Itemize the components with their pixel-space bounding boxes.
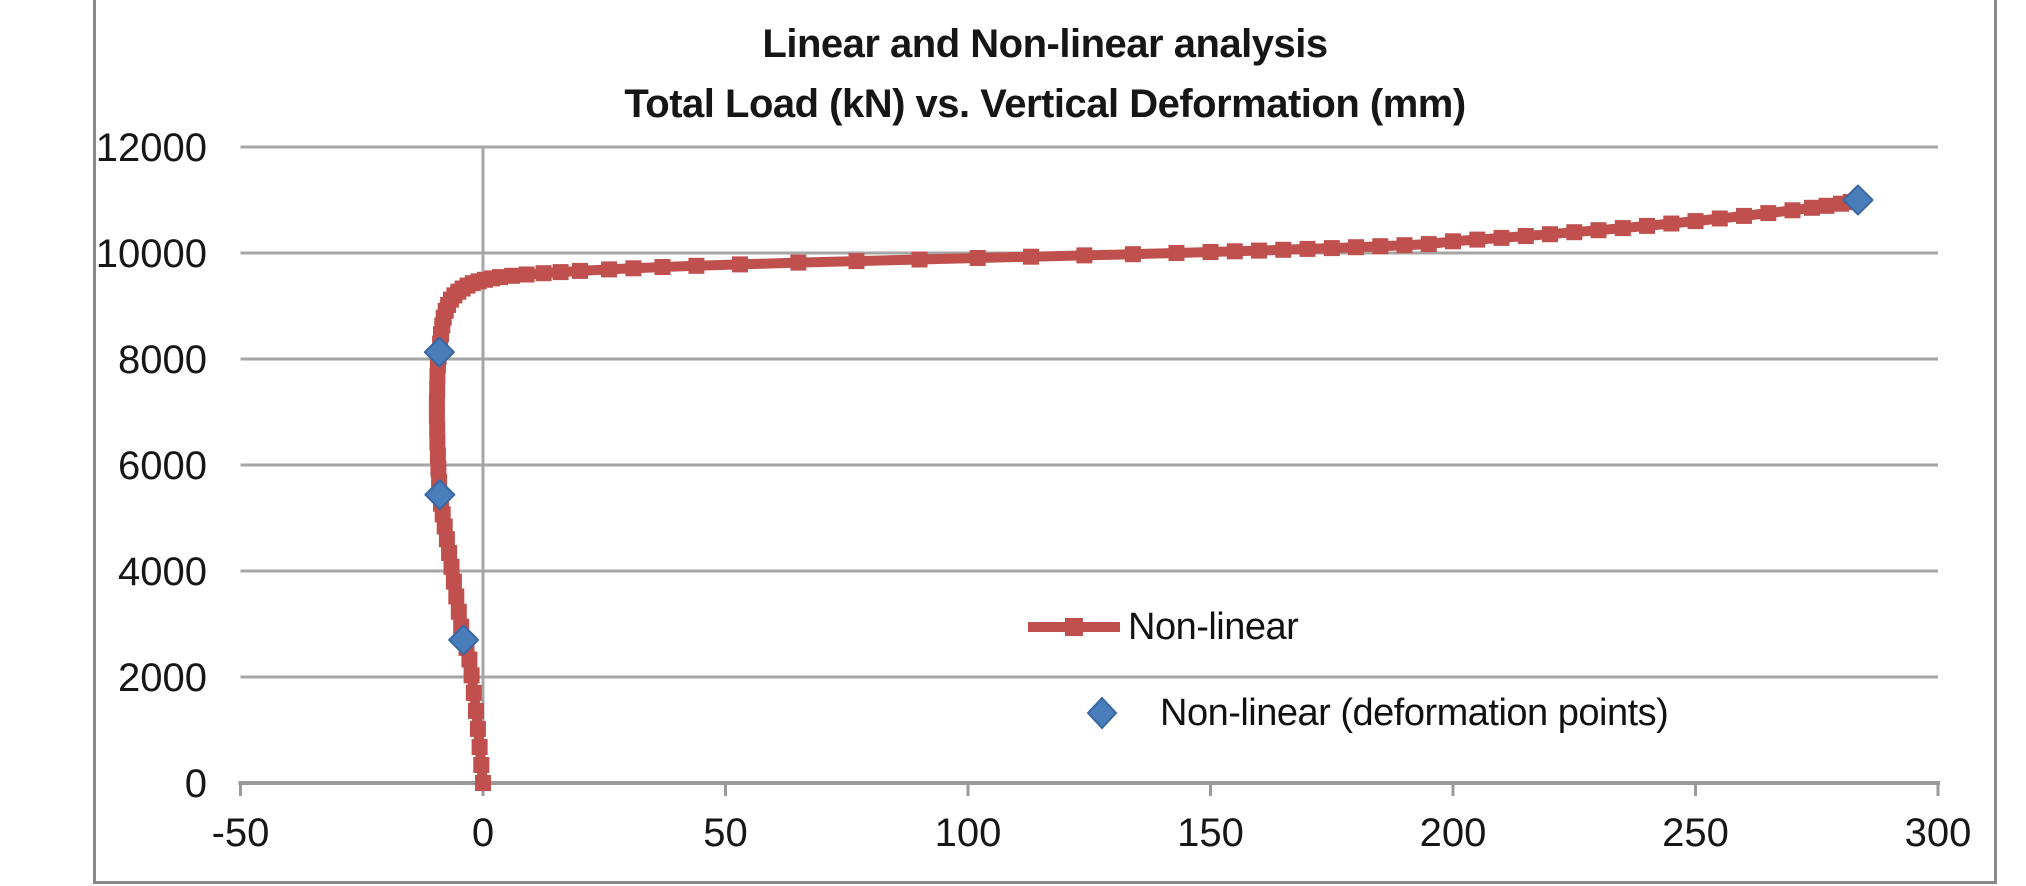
deformation-point-diamond [1842, 184, 1874, 216]
y-tick-label: 12000 [96, 126, 207, 170]
nonlinear-curve-marker [1469, 231, 1486, 248]
nonlinear-curve-marker [1323, 240, 1340, 257]
nonlinear-curve-marker [468, 702, 484, 719]
nonlinear-curve-marker [1760, 205, 1777, 222]
legend-line-square-marker-icon [1028, 618, 1120, 636]
nonlinear-curve-marker [1023, 248, 1039, 265]
y-tick-label: 6000 [118, 444, 207, 488]
x-tick-label: 300 [1905, 811, 1972, 855]
nonlinear-curve-marker [535, 265, 552, 282]
nonlinear-curve-marker [552, 264, 569, 281]
nonlinear-curve-marker [790, 254, 807, 271]
nonlinear-curve-marker [1372, 238, 1389, 255]
nonlinear-curve-marker [1124, 246, 1141, 263]
nonlinear-curve-marker [1517, 228, 1534, 244]
legend-item-deformation-points: Non-linear (deformation points) [1086, 691, 1669, 735]
nonlinear-curve-marker [429, 447, 446, 464]
nonlinear-curve-marker [445, 573, 462, 590]
nonlinear-curve-marker [1566, 224, 1583, 241]
nonlinear-curve-marker [436, 518, 453, 535]
y-tick-label: 4000 [118, 550, 207, 594]
chart-title: Linear and Non-linear analysis Total Loa… [93, 14, 1997, 134]
nonlinear-curve-marker [492, 269, 508, 286]
nonlinear-curve-marker [625, 260, 642, 277]
y-tick-label: 8000 [118, 338, 207, 382]
nonlinear-curve-marker [911, 251, 928, 268]
legend-diamond-marker-icon [1086, 696, 1118, 730]
nonlinear-curve-marker [1348, 239, 1364, 256]
nonlinear-curve-marker [469, 720, 486, 737]
nonlinear-curve-marker [1396, 237, 1413, 254]
nonlinear-curve-marker [465, 684, 482, 701]
nonlinear-curve-marker [428, 394, 445, 411]
nonlinear-curve-marker [1493, 229, 1510, 246]
nonlinear-curve-marker [1445, 233, 1461, 250]
legend-label-deformation-points: Non-linear (deformation points) [1160, 691, 1669, 734]
nonlinear-curve-marker [1711, 210, 1728, 227]
x-tick-label: 150 [1177, 811, 1244, 855]
nonlinear-curve-marker [1663, 215, 1680, 232]
nonlinear-curve-marker [1687, 213, 1704, 230]
nonlinear-curve-marker [428, 407, 445, 424]
nonlinear-curve-marker [1736, 207, 1752, 224]
nonlinear-curve-marker [1226, 243, 1243, 260]
nonlinear-curve-marker [450, 603, 467, 620]
y-tick-label: 2000 [118, 656, 207, 700]
nonlinear-curve-marker [688, 257, 705, 274]
x-tick-label: 50 [703, 811, 748, 855]
nonlinear-curve-marker [1202, 244, 1219, 260]
nonlinear-curve-marker [430, 460, 447, 477]
nonlinear-curve-marker [572, 262, 588, 279]
deformation-point-diamond [448, 624, 480, 656]
nonlinear-curve-marker [1818, 197, 1835, 214]
nonlinear-curve-marker [1275, 241, 1292, 258]
nonlinear-curve-marker [429, 434, 446, 451]
nonlinear-curve-marker [1803, 199, 1820, 216]
nonlinear-curve-marker [463, 667, 480, 684]
y-tick-label: 0 [185, 762, 207, 806]
nonlinear-curve-marker [441, 545, 458, 561]
nonlinear-curve-marker [1590, 222, 1607, 239]
x-tick-label: 250 [1662, 811, 1729, 855]
nonlinear-curve-marker [438, 531, 455, 548]
legend-label-nonlinear: Non-linear [1128, 605, 1299, 648]
x-tick-label: 200 [1420, 811, 1487, 855]
y-tick-label: 10000 [96, 232, 207, 276]
nonlinear-curve-marker [1251, 242, 1267, 259]
nonlinear-curve-marker [518, 266, 535, 283]
x-tick-label: -50 [212, 811, 270, 855]
nonlinear-curve-marker [654, 259, 671, 275]
nonlinear-curve-marker [429, 421, 446, 437]
legend-item-nonlinear: Non-linear [1028, 605, 1299, 649]
nonlinear-curve-marker [1614, 220, 1631, 237]
nonlinear-curve-marker [1076, 247, 1093, 264]
deformation-point-diamond [423, 336, 455, 368]
nonlinear-curve-marker [504, 267, 521, 284]
nonlinear-curve-marker [471, 739, 488, 755]
nonlinear-curve-marker [443, 558, 460, 575]
nonlinear-curve-marker [732, 256, 748, 273]
nonlinear-curve-marker [473, 757, 490, 773]
deformation-point-diamond [424, 479, 456, 511]
nonlinear-curve-marker [1420, 236, 1437, 253]
nonlinear-curve-marker [448, 588, 465, 605]
x-tick-label: 0 [472, 811, 494, 855]
nonlinear-curve-marker [1299, 240, 1316, 257]
nonlinear-curve-marker [969, 250, 986, 266]
nonlinear-curve-marker [848, 253, 865, 270]
x-tick-label: 100 [935, 811, 1002, 855]
nonlinear-curve-marker [601, 261, 618, 278]
nonlinear-curve-marker [1542, 226, 1558, 243]
nonlinear-curve-marker [429, 381, 446, 398]
chart-title-line1: Linear and Non-linear analysis [762, 22, 1328, 66]
nonlinear-curve-marker [1639, 217, 1655, 234]
chart-title-line2: Total Load (kN) vs. Vertical Deformation… [624, 82, 1466, 126]
nonlinear-curve-marker [475, 775, 491, 791]
nonlinear-curve-marker [1168, 245, 1185, 261]
nonlinear-curve-marker [1784, 202, 1801, 219]
